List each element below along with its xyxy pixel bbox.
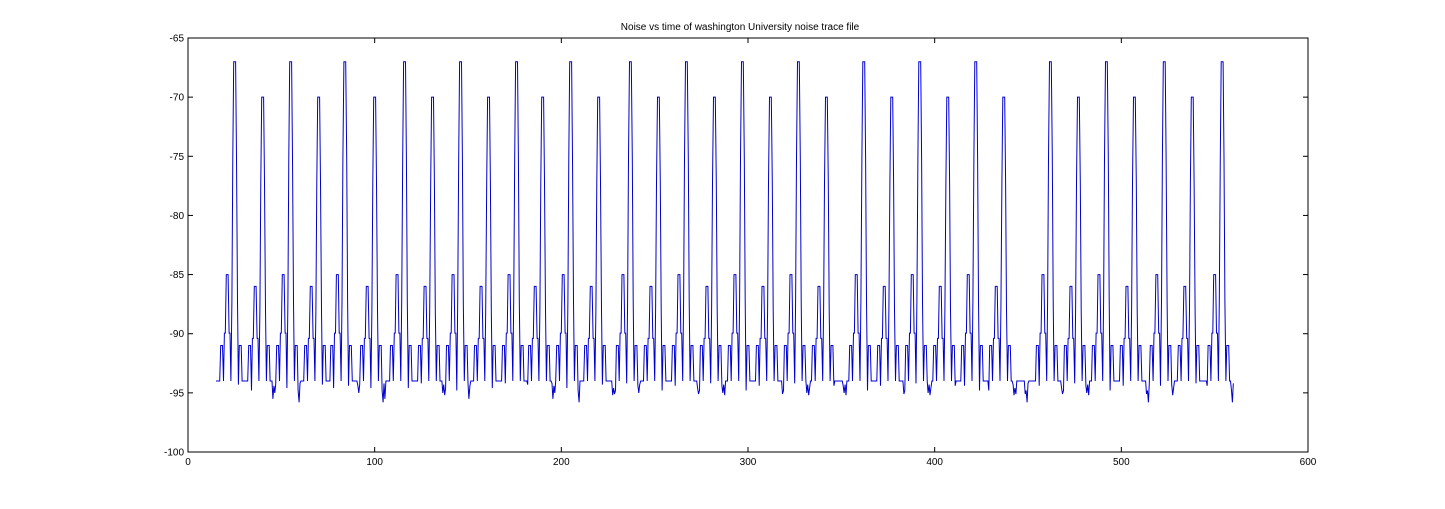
- y-tick-label: -95: [170, 388, 185, 399]
- x-tick-label: 0: [185, 457, 191, 468]
- x-tick-label: 400: [926, 457, 943, 468]
- y-tick-label: -85: [170, 270, 185, 281]
- y-axis-ticks: -65 -70 -75 -80 -85 -90 -95 -100: [164, 34, 1308, 459]
- y-tick-label: -75: [170, 152, 185, 163]
- x-tick-label: 500: [1113, 457, 1130, 468]
- plot-frame: [187, 37, 1309, 453]
- x-axis-ticks: 0 100 200 300 400 500 600: [185, 38, 1317, 468]
- chart-title: Noise vs time of washington University n…: [621, 22, 860, 33]
- y-tick-label: -65: [170, 34, 185, 45]
- series-line-noise: [216, 61, 1234, 403]
- x-tick-label: 100: [366, 457, 383, 468]
- x-tick-label: 600: [1300, 457, 1317, 468]
- x-tick-label: 300: [740, 457, 757, 468]
- y-tick-label: -80: [170, 211, 185, 222]
- x-tick-label: 200: [553, 457, 570, 468]
- y-tick-label: -70: [170, 93, 185, 104]
- y-tick-label: -90: [170, 329, 185, 340]
- y-tick-label: -100: [164, 448, 184, 459]
